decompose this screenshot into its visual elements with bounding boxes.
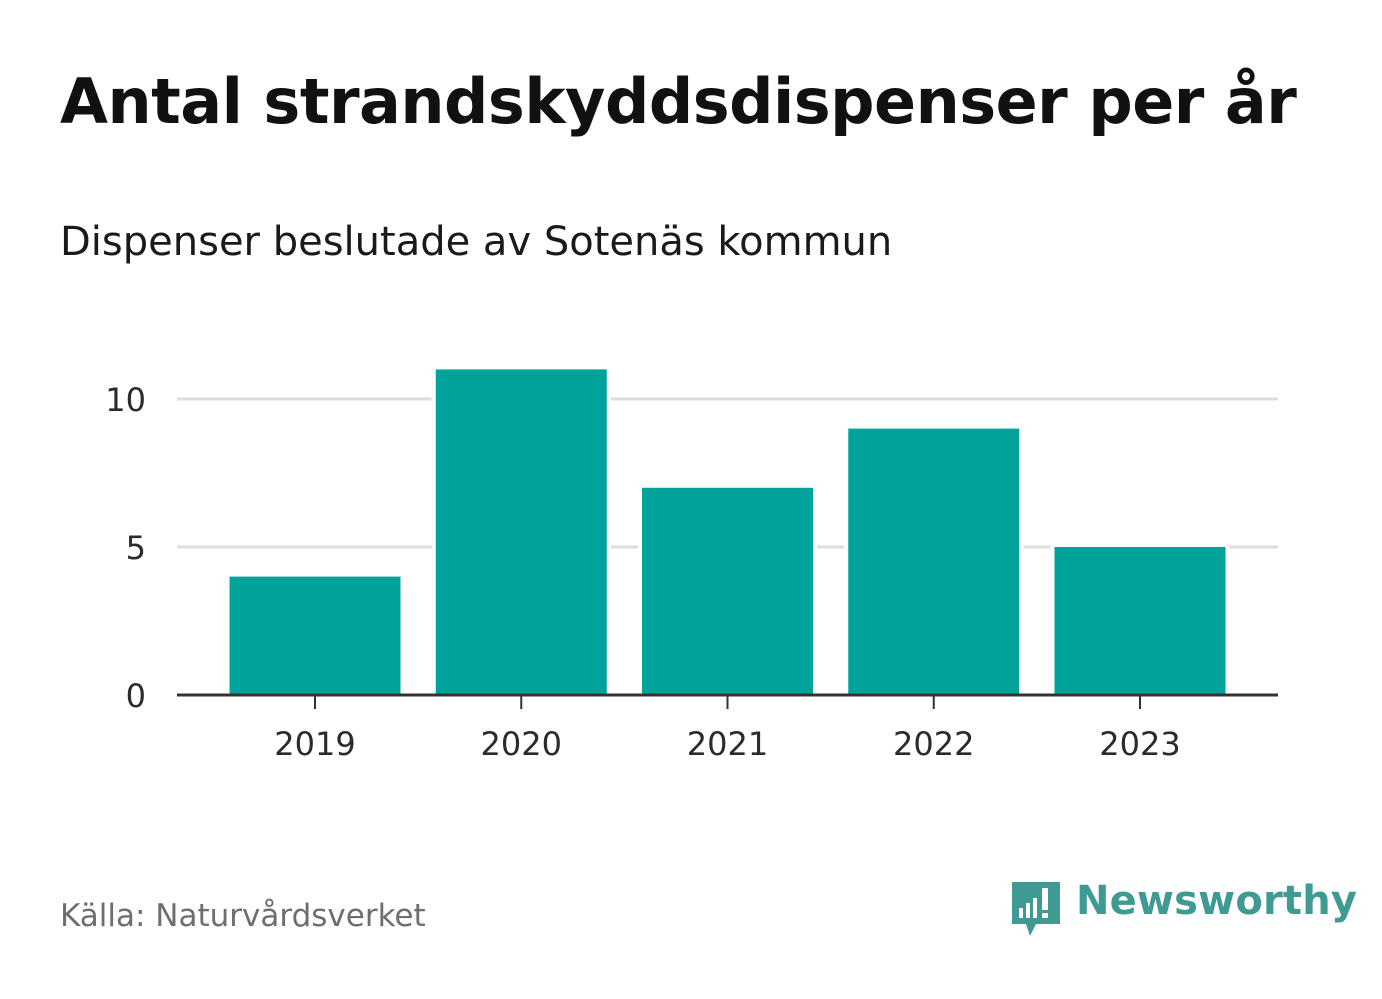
x-tick-label-2022: 2022 bbox=[893, 725, 974, 763]
x-tick-label-2023: 2023 bbox=[1099, 725, 1180, 763]
axes bbox=[177, 693, 1278, 709]
tick-labels: 0 5 10 2019 2020 2021 2022 2023 bbox=[105, 381, 1180, 763]
newsworthy-logo-icon bbox=[1012, 882, 1060, 936]
bar-2020 bbox=[435, 369, 607, 695]
bars bbox=[225, 365, 1230, 695]
bar-2023 bbox=[1054, 547, 1226, 695]
bar-2021 bbox=[642, 487, 813, 695]
x-tick-label-2019: 2019 bbox=[274, 725, 355, 763]
bar-2022 bbox=[848, 428, 1020, 695]
x-tick-label-2021: 2021 bbox=[687, 725, 768, 763]
chart-subtitle: Dispenser beslutade av Sotenäs kommun bbox=[60, 219, 893, 265]
y-tick-label-0: 0 bbox=[126, 677, 146, 715]
chart-title: Antal strandskyddsdispenser per år bbox=[60, 65, 1297, 138]
y-tick-label-10: 10 bbox=[105, 381, 146, 419]
bar-2019 bbox=[229, 576, 401, 695]
x-tick-label-2020: 2020 bbox=[481, 725, 562, 763]
source-note: Källa: Naturvårdsverket bbox=[60, 898, 426, 934]
brand-name: Newsworthy bbox=[1076, 878, 1358, 924]
y-tick-label-5: 5 bbox=[126, 529, 146, 567]
brand-block: Newsworthy bbox=[1010, 878, 1357, 940]
